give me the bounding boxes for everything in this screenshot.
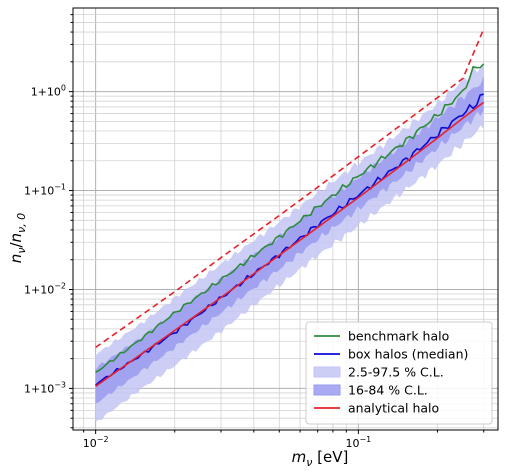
legend-label: 2.5-97.5 % C.L.	[348, 365, 444, 380]
series-line	[95, 101, 485, 387]
legend-label: analytical halo	[348, 401, 439, 416]
legend-box	[305, 321, 493, 425]
legend-label: box halos (median)	[348, 347, 468, 362]
y-axis-label: nν/nν, 0	[7, 213, 28, 263]
legend-label: 16-84 % C.L.	[348, 383, 428, 398]
legend-label: benchmark halo	[348, 329, 449, 344]
legend-swatch	[313, 384, 341, 396]
legend: benchmark halo box halos (median) 2.5-97.5…	[305, 321, 493, 425]
axes-frame	[72, 7, 499, 431]
x-axis-label: mν [eV]	[292, 448, 349, 469]
confidence-band	[95, 75, 484, 404]
y-tick-label: 1+100	[31, 84, 66, 99]
dashed-line	[95, 28, 485, 349]
legend-swatch	[313, 366, 341, 378]
series-line	[95, 63, 485, 373]
